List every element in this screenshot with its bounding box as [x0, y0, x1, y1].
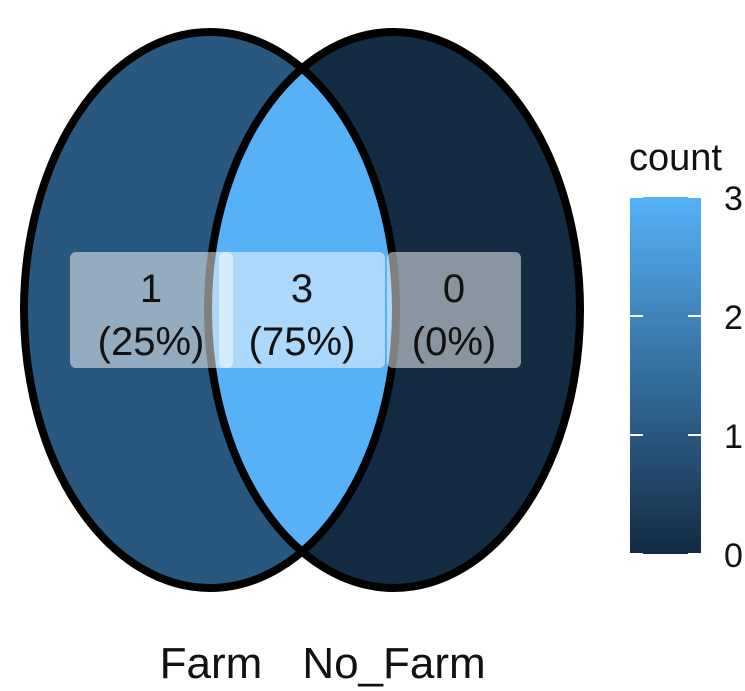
count-label-intersection: 3 [291, 267, 313, 311]
label-box-farm-only [70, 252, 233, 368]
percent-label-intersection: (75%) [249, 320, 356, 364]
legend-tick-label-2: 2 [724, 299, 743, 337]
count-label-no-farm-only: 0 [443, 267, 465, 311]
legend-title: count [629, 137, 722, 179]
legend-tick-label-1: 1 [724, 418, 743, 456]
label-box-intersection [219, 252, 385, 368]
legend-ticks: 0 1 2 3 [630, 180, 743, 575]
percent-label-no-farm-only: (0%) [412, 320, 496, 364]
set-label-no-farm: No_Farm [302, 639, 485, 688]
label-box-no-farm-only [387, 252, 521, 368]
legend-tick-label-0: 0 [724, 537, 743, 575]
set-label-farm: Farm [160, 639, 263, 688]
legend-tick-label-3: 3 [724, 180, 743, 218]
percent-label-farm-only: (25%) [98, 320, 205, 364]
count-label-farm-only: 1 [140, 267, 162, 311]
legend-colorbar [630, 197, 701, 554]
